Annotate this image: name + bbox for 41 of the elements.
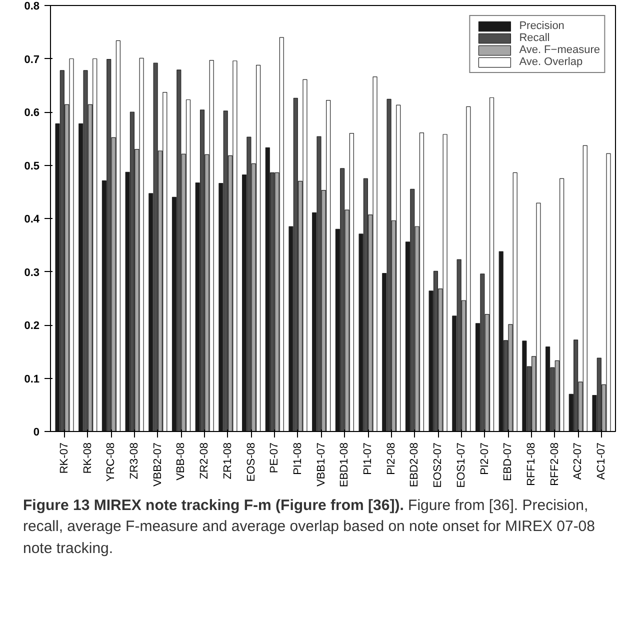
legend-label: Ave. Overlap xyxy=(519,56,583,68)
bar xyxy=(200,110,205,432)
y-tick-label: 0.8 xyxy=(24,0,40,12)
x-tick-label: EOS1-07 xyxy=(455,442,468,488)
bar xyxy=(489,97,494,432)
x-tick-label: EBD2-08 xyxy=(408,442,421,488)
x-tick-label: EBD1-08 xyxy=(338,442,351,488)
legend-label: Ave. F−measure xyxy=(519,44,600,56)
legend-label: Precision xyxy=(519,20,564,32)
x-tick-label: EOS2-07 xyxy=(432,442,444,488)
x-tick-label: VBB2-07 xyxy=(152,442,164,487)
x-tick-label: PI1-08 xyxy=(292,442,304,475)
y-tick-label: 0.3 xyxy=(24,266,40,279)
x-tick-label: PI1-07 xyxy=(362,442,374,475)
x-tick-label: PI2-08 xyxy=(385,442,398,475)
y-tick-label: 0.4 xyxy=(24,214,40,226)
x-tick-label: PI2-07 xyxy=(478,442,491,475)
y-tick-label: 0.1 xyxy=(24,373,40,386)
legend-label: Recall xyxy=(519,32,550,44)
x-tick-label: ZR2-08 xyxy=(198,442,211,480)
x-tick-label: EOS-08 xyxy=(245,442,258,482)
y-tick-label: 0.2 xyxy=(24,320,40,332)
y-tick-label: 0.7 xyxy=(24,54,40,66)
x-tick-label: RK-08 xyxy=(82,442,94,474)
x-tick-label: AC2-07 xyxy=(572,442,584,480)
x-tick-label: EBD-07 xyxy=(502,442,514,482)
x-tick-label: RK-07 xyxy=(58,442,71,474)
x-tick-label: PE-07 xyxy=(268,442,281,474)
x-tick-label: ZR1-08 xyxy=(222,442,234,480)
x-tick-label: RFF2-08 xyxy=(548,442,561,486)
x-tick-label: YRC-08 xyxy=(105,442,118,482)
x-tick-label: VBB1-07 xyxy=(315,442,328,487)
text: Figure 13 MIREX note tracking F-m (Figure from [36]). xyxy=(23,497,404,514)
y-tick-label: 0.5 xyxy=(24,160,40,172)
y-tick-label: 0.6 xyxy=(24,107,40,119)
x-tick-label: RFF1-08 xyxy=(525,442,538,486)
x-tick-label: VBB-08 xyxy=(175,442,188,480)
x-tick-label: ZR3-08 xyxy=(128,442,141,480)
x-tick-label: AC1-07 xyxy=(595,442,608,480)
bar xyxy=(186,99,191,432)
y-tick-label: 0 xyxy=(33,426,40,438)
